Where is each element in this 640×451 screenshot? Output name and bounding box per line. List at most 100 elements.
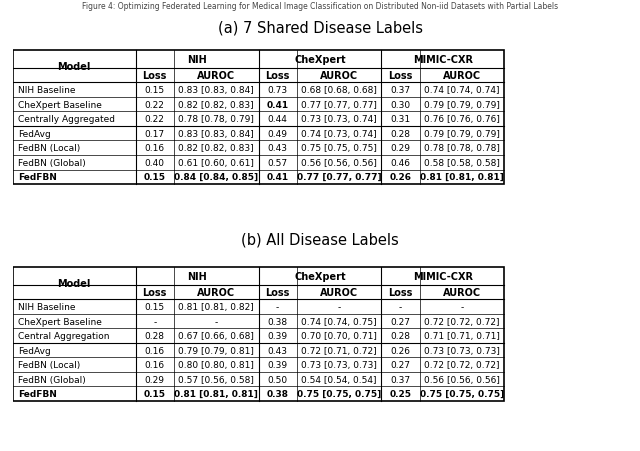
Text: Loss: Loss <box>266 287 290 298</box>
Text: 0.75 [0.75, 0.75]: 0.75 [0.75, 0.75] <box>420 389 504 398</box>
Text: Loss: Loss <box>143 71 167 81</box>
Text: 0.28: 0.28 <box>390 331 410 341</box>
Text: Loss: Loss <box>388 71 413 81</box>
Text: 0.39: 0.39 <box>268 331 287 341</box>
Text: 0.68 [0.68, 0.68]: 0.68 [0.68, 0.68] <box>301 86 377 95</box>
Text: 0.73: 0.73 <box>268 86 287 95</box>
Text: 0.79 [0.79, 0.79]: 0.79 [0.79, 0.79] <box>424 101 500 110</box>
Text: 0.29: 0.29 <box>390 144 410 153</box>
Text: 0.72 [0.72, 0.72]: 0.72 [0.72, 0.72] <box>424 360 500 369</box>
Text: 0.72 [0.72, 0.72]: 0.72 [0.72, 0.72] <box>424 317 500 326</box>
Text: -: - <box>214 317 218 326</box>
Text: FedFBN: FedFBN <box>18 389 56 398</box>
Text: 0.83 [0.83, 0.84]: 0.83 [0.83, 0.84] <box>179 129 254 138</box>
Text: Model: Model <box>58 62 91 72</box>
Text: 0.78 [0.78, 0.78]: 0.78 [0.78, 0.78] <box>424 144 500 153</box>
Text: NIH: NIH <box>188 272 207 281</box>
Text: Centrally Aggregated: Centrally Aggregated <box>18 115 115 124</box>
Text: 0.77 [0.77, 0.77]: 0.77 [0.77, 0.77] <box>297 173 381 182</box>
Text: Figure 4: Optimizing Federated Learning for Medical Image Classification on Dist: Figure 4: Optimizing Federated Learning … <box>82 2 558 11</box>
Text: 0.43: 0.43 <box>268 144 287 153</box>
Text: AUROC: AUROC <box>443 287 481 298</box>
Text: 0.22: 0.22 <box>145 101 164 110</box>
Text: Central Aggregation: Central Aggregation <box>18 331 109 341</box>
Text: 0.67 [0.66, 0.68]: 0.67 [0.66, 0.68] <box>178 331 254 341</box>
Text: 0.41: 0.41 <box>266 173 289 182</box>
Text: 0.27: 0.27 <box>390 360 410 369</box>
Text: 0.57 [0.56, 0.58]: 0.57 [0.56, 0.58] <box>178 375 254 384</box>
Text: AUROC: AUROC <box>197 287 236 298</box>
Text: 0.58 [0.58, 0.58]: 0.58 [0.58, 0.58] <box>424 158 500 167</box>
Text: 0.26: 0.26 <box>390 346 410 355</box>
Text: 0.26: 0.26 <box>390 173 412 182</box>
Text: CheXpert Baseline: CheXpert Baseline <box>18 317 102 326</box>
Text: 0.37: 0.37 <box>390 375 410 384</box>
Text: 0.75 [0.75, 0.75]: 0.75 [0.75, 0.75] <box>297 389 381 398</box>
Text: 0.73 [0.73, 0.74]: 0.73 [0.73, 0.74] <box>301 115 377 124</box>
Text: -: - <box>399 303 402 312</box>
Text: 0.29: 0.29 <box>145 375 164 384</box>
Text: 0.49: 0.49 <box>268 129 287 138</box>
Text: AUROC: AUROC <box>320 287 358 298</box>
Text: 0.28: 0.28 <box>390 129 410 138</box>
Text: 0.61 [0.60, 0.61]: 0.61 [0.60, 0.61] <box>178 158 254 167</box>
Text: 0.74 [0.74, 0.74]: 0.74 [0.74, 0.74] <box>424 86 500 95</box>
Text: NIH Baseline: NIH Baseline <box>18 86 76 95</box>
Text: -: - <box>153 317 156 326</box>
Text: 0.40: 0.40 <box>145 158 164 167</box>
Text: CheXpert Baseline: CheXpert Baseline <box>18 101 102 110</box>
Text: 0.72 [0.71, 0.72]: 0.72 [0.71, 0.72] <box>301 346 377 355</box>
Text: 0.15: 0.15 <box>144 173 166 182</box>
Text: 0.84 [0.84, 0.85]: 0.84 [0.84, 0.85] <box>174 173 258 182</box>
Bar <box>13 51 504 184</box>
Text: 0.79 [0.79, 0.79]: 0.79 [0.79, 0.79] <box>424 129 500 138</box>
Text: 0.77 [0.77, 0.77]: 0.77 [0.77, 0.77] <box>301 101 377 110</box>
Text: 0.41: 0.41 <box>266 101 289 110</box>
Text: 0.43: 0.43 <box>268 346 287 355</box>
Text: 0.15: 0.15 <box>144 389 166 398</box>
Text: 0.82 [0.82, 0.83]: 0.82 [0.82, 0.83] <box>179 144 254 153</box>
Text: 0.27: 0.27 <box>390 317 410 326</box>
Text: -: - <box>276 303 279 312</box>
Text: 0.70 [0.70, 0.71]: 0.70 [0.70, 0.71] <box>301 331 377 341</box>
Text: FedBN (Global): FedBN (Global) <box>18 375 86 384</box>
Text: 0.71 [0.71, 0.71]: 0.71 [0.71, 0.71] <box>424 331 500 341</box>
Text: 0.37: 0.37 <box>390 86 410 95</box>
Text: MIMIC-CXR: MIMIC-CXR <box>413 55 473 65</box>
Text: Model: Model <box>58 279 91 289</box>
Text: 0.74 [0.74, 0.75]: 0.74 [0.74, 0.75] <box>301 317 377 326</box>
Text: 0.25: 0.25 <box>390 389 412 398</box>
Text: 0.16: 0.16 <box>145 360 164 369</box>
Text: 0.73 [0.73, 0.73]: 0.73 [0.73, 0.73] <box>301 360 377 369</box>
Text: 0.15: 0.15 <box>145 86 164 95</box>
Text: -: - <box>460 303 463 312</box>
Text: 0.56 [0.56, 0.56]: 0.56 [0.56, 0.56] <box>301 158 377 167</box>
Text: 0.56 [0.56, 0.56]: 0.56 [0.56, 0.56] <box>424 375 500 384</box>
Text: 0.28: 0.28 <box>145 331 164 341</box>
Text: 0.81 [0.81, 0.81]: 0.81 [0.81, 0.81] <box>420 173 504 182</box>
Text: 0.73 [0.73, 0.73]: 0.73 [0.73, 0.73] <box>424 346 500 355</box>
Text: 0.57: 0.57 <box>268 158 287 167</box>
Text: AUROC: AUROC <box>197 71 236 81</box>
Text: 0.80 [0.80, 0.81]: 0.80 [0.80, 0.81] <box>178 360 254 369</box>
Text: 0.78 [0.78, 0.79]: 0.78 [0.78, 0.79] <box>178 115 254 124</box>
Text: 0.83 [0.83, 0.84]: 0.83 [0.83, 0.84] <box>179 86 254 95</box>
Text: 0.38: 0.38 <box>268 317 287 326</box>
Text: AUROC: AUROC <box>320 71 358 81</box>
Bar <box>13 267 504 401</box>
Text: 0.15: 0.15 <box>145 303 164 312</box>
Text: 0.16: 0.16 <box>145 346 164 355</box>
Text: 0.54 [0.54, 0.54]: 0.54 [0.54, 0.54] <box>301 375 377 384</box>
Text: FedBN (Local): FedBN (Local) <box>18 144 80 153</box>
Text: Loss: Loss <box>266 71 290 81</box>
Text: -: - <box>337 303 340 312</box>
Text: 0.50: 0.50 <box>268 375 287 384</box>
Text: 0.30: 0.30 <box>390 101 410 110</box>
Text: FedBN (Global): FedBN (Global) <box>18 158 86 167</box>
Text: 0.46: 0.46 <box>390 158 410 167</box>
Text: CheXpert: CheXpert <box>294 272 346 281</box>
Text: CheXpert: CheXpert <box>294 55 346 65</box>
Text: 0.39: 0.39 <box>268 360 287 369</box>
Text: Loss: Loss <box>143 287 167 298</box>
Text: 0.75 [0.75, 0.75]: 0.75 [0.75, 0.75] <box>301 144 377 153</box>
